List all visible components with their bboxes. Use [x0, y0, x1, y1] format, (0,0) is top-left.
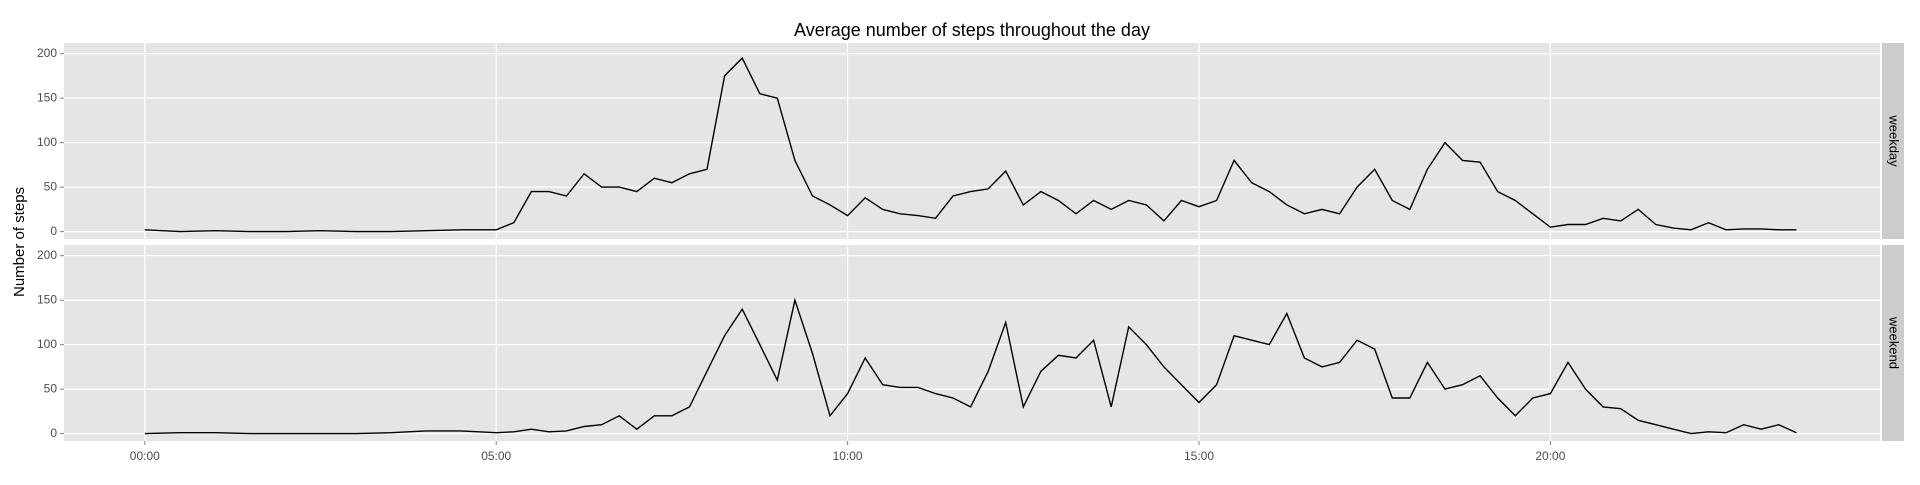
y-tick-label: 150	[37, 90, 57, 104]
x-tick-label: 20:00	[1535, 449, 1565, 463]
y-tick-label: 150	[37, 292, 57, 306]
y-tick-label: 50	[44, 381, 58, 395]
line	[144, 297, 1797, 435]
strip-background	[1882, 245, 1904, 441]
strip-background	[1882, 43, 1904, 239]
y-tick-label: 50	[44, 179, 58, 193]
y-tick-label: 0	[50, 426, 57, 440]
y-tick-label: 200	[37, 248, 57, 262]
x-tick-label: 10:00	[833, 449, 863, 463]
x-tick-label: 05:00	[481, 449, 511, 463]
chart-title: Average number of steps throughout the d…	[794, 20, 1150, 40]
y-tick-label: 200	[37, 46, 57, 60]
y-axis-label: Number of steps	[11, 187, 28, 297]
y-tick-label: 100	[37, 135, 57, 149]
panel-background	[64, 245, 1880, 441]
panel-background	[64, 43, 1880, 239]
strip-label: weekend	[1887, 316, 1902, 369]
line	[144, 56, 1797, 233]
strip-label: weekday	[1887, 114, 1902, 167]
x-tick-label: 00:00	[130, 449, 160, 463]
y-tick-label: 0	[50, 224, 57, 238]
x-tick-label: 15:00	[1184, 449, 1214, 463]
y-tick-label: 100	[37, 337, 57, 351]
